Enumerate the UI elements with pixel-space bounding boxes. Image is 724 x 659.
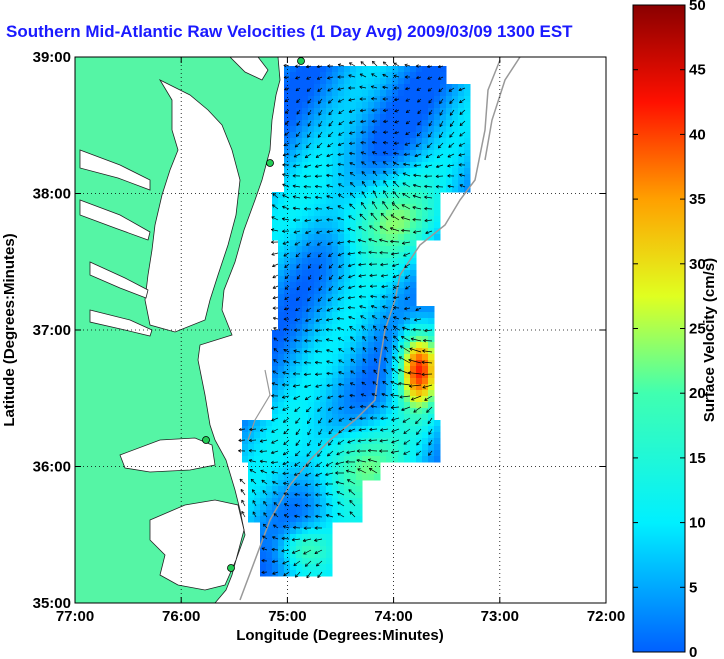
y-axis-ticks: 39:00 38:00 37:00 36:00 35:00 (33, 49, 606, 612)
y-tick-label: 36:00 (33, 459, 71, 476)
radar-site-marker (297, 57, 305, 65)
y-tick-label: 39:00 (33, 49, 71, 66)
x-tick-label: 75:00 (268, 608, 306, 625)
pamlico-sound (149, 499, 245, 591)
x-axis-ticks: 77:00 76:00 75:00 74:00 73:00 72:00 (56, 57, 625, 625)
map-title: Southern Mid-Atlantic Raw Velocities (1 … (6, 22, 573, 41)
colorbar-tick-label: 45 (689, 62, 706, 79)
grid-lines (75, 57, 606, 603)
colorbar-tick-label: 25 (689, 321, 706, 338)
radar-site-marker (202, 436, 210, 444)
x-axis-label: Longitude (Degrees:Minutes) (236, 627, 444, 644)
colorbar-tick-label: 15 (689, 450, 706, 467)
radar-site-marker (227, 564, 235, 572)
colorbar-tick-label: 10 (689, 515, 706, 532)
x-tick-label: 74:00 (374, 608, 412, 625)
colorbar-label: Surface Velocity (cm/s) (701, 258, 718, 422)
x-tick-label: 72:00 (587, 608, 625, 625)
x-tick-label: 73:00 (481, 608, 519, 625)
radar-site-marker (266, 159, 274, 167)
y-axis-label: Latitude (Degrees:Minutes) (1, 233, 18, 426)
delaware-bay (229, 57, 269, 81)
x-tick-label: 76:00 (162, 608, 200, 625)
y-tick-label: 37:00 (33, 322, 71, 339)
colorbar-tick-label: 5 (689, 579, 697, 596)
colorbar-tick-label: 40 (689, 126, 706, 143)
chesapeake-bay (144, 79, 241, 333)
velocity-vectors (238, 60, 466, 579)
albemarle-sound (119, 437, 216, 473)
y-tick-label: 38:00 (33, 186, 71, 203)
colorbar-tick-label: 50 (689, 0, 706, 14)
colorbar-tick-label: 20 (689, 385, 706, 402)
colorbar-tick-label: 30 (689, 256, 706, 273)
colorbar-tick-label: 35 (689, 191, 706, 208)
colorbar-tick-label: 0 (689, 644, 697, 659)
colorbar (632, 4, 686, 653)
y-tick-label: 35:00 (33, 595, 71, 612)
x-tick-label: 77:00 (56, 608, 94, 625)
